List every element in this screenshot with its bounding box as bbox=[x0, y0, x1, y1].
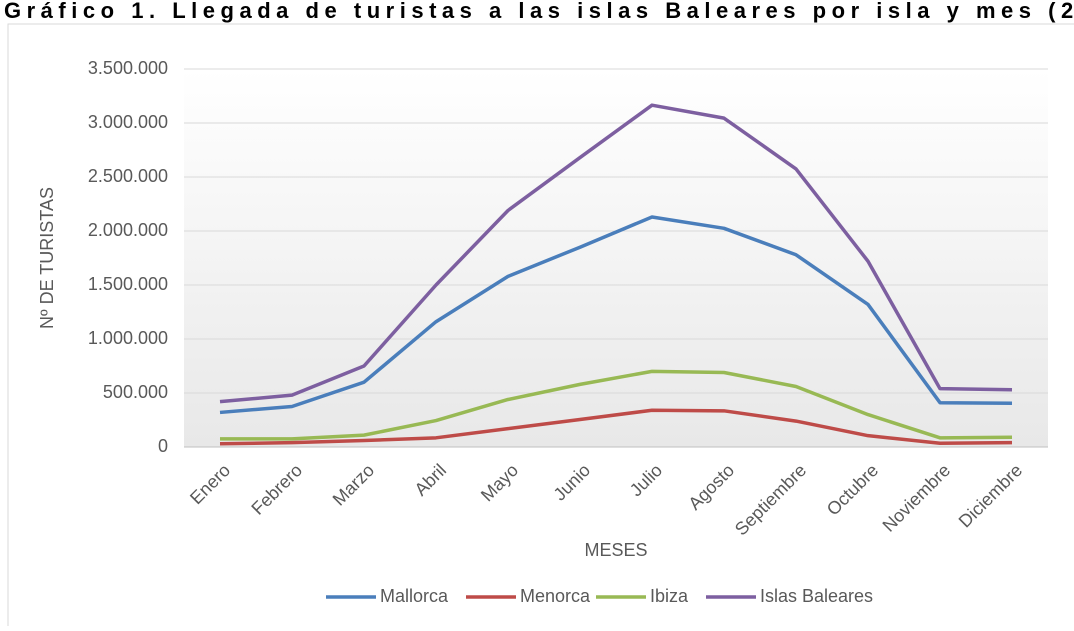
x-tick-label: Enero bbox=[186, 460, 234, 508]
x-tick-label: Diciembre bbox=[955, 460, 1026, 531]
series-line bbox=[219, 103, 1013, 404]
x-tick-label: Junio bbox=[550, 460, 595, 505]
x-tick-label: Mayo bbox=[477, 460, 522, 505]
y-tick-label: 2.000.000 bbox=[88, 220, 168, 240]
x-tick-label: Noviembre bbox=[879, 460, 955, 536]
y-tick-label: 3.500.000 bbox=[88, 58, 168, 78]
x-tick-label: Febrero bbox=[247, 460, 306, 519]
x-tick-label: Octubre bbox=[823, 460, 882, 519]
x-tick-label: Julio bbox=[626, 460, 666, 500]
chart-frame bbox=[7, 23, 1074, 631]
y-tick-label: 1.500.000 bbox=[88, 274, 168, 294]
series-line bbox=[219, 215, 1013, 415]
x-tick-label: Septiembre bbox=[731, 460, 810, 539]
y-tick-label: 0 bbox=[158, 436, 168, 456]
y-tick-label: 1.000.000 bbox=[88, 328, 168, 348]
x-tick-label: Marzo bbox=[329, 460, 379, 510]
legend-label: Menorca bbox=[520, 586, 591, 606]
y-tick-label: 3.000.000 bbox=[88, 112, 168, 132]
x-axis-title: MESES bbox=[584, 540, 647, 560]
y-tick-label: 500.000 bbox=[103, 382, 168, 402]
x-tick-label: Agosto bbox=[684, 460, 738, 514]
x-tick-label: Abril bbox=[411, 460, 451, 500]
legend-label: Ibiza bbox=[650, 586, 689, 606]
plot-area bbox=[184, 69, 1048, 447]
y-axis-title: Nº DE TURISTAS bbox=[37, 187, 57, 329]
series-line bbox=[220, 369, 1013, 441]
chart-title: Gráfico 1. Llegada de turistas a las isl… bbox=[4, 0, 1074, 23]
y-tick-label: 2.500.000 bbox=[88, 166, 168, 186]
legend-label: Islas Baleares bbox=[760, 586, 873, 606]
series-line bbox=[219, 408, 1013, 446]
legend-label: Mallorca bbox=[380, 586, 449, 606]
